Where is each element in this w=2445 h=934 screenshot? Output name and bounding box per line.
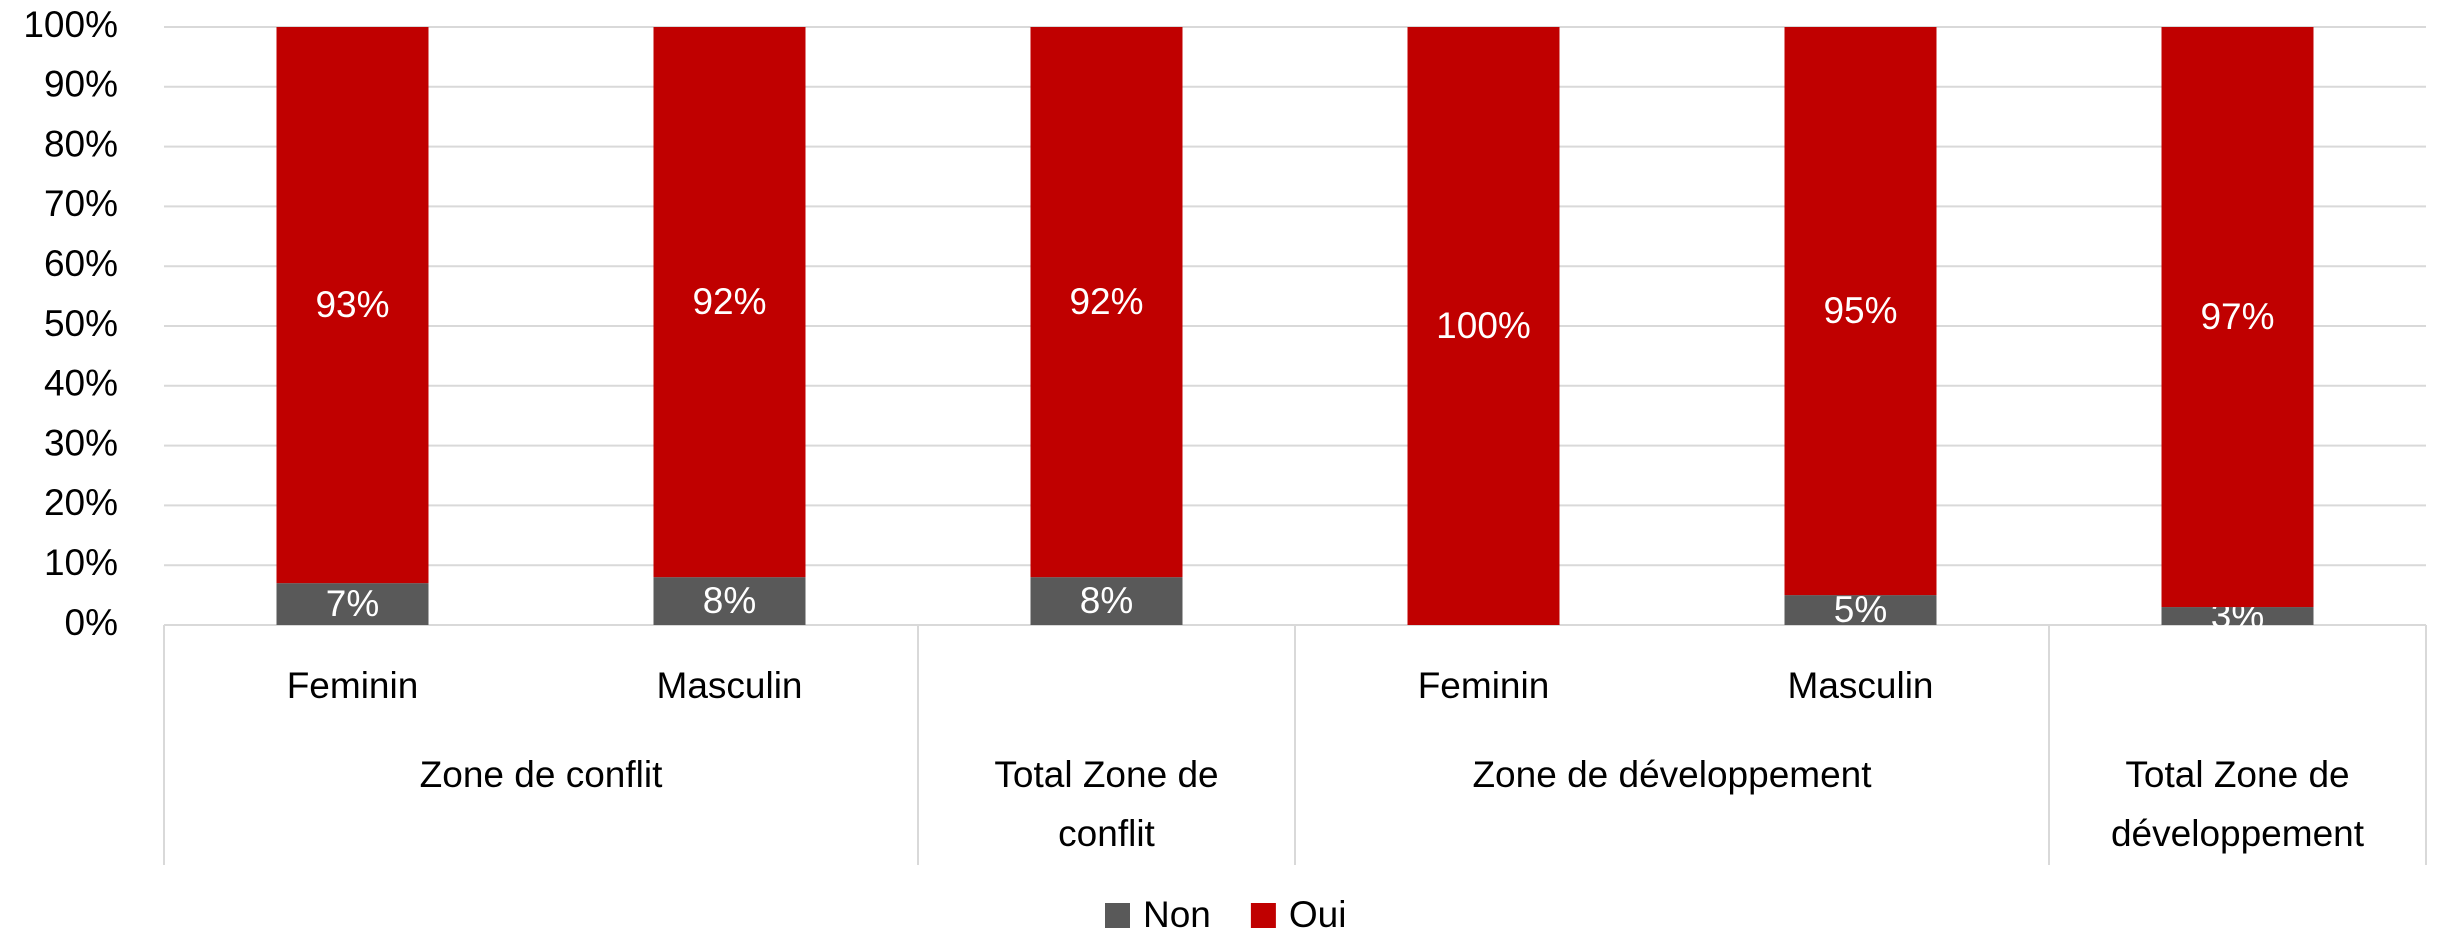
data-label: 5% [1834,589,1887,630]
data-label: 92% [692,281,766,322]
y-tick-label: 90% [44,64,118,105]
y-tick-label: 70% [44,183,118,224]
data-label: 8% [1080,580,1133,621]
group-label: Total Zone de conflit [994,754,1218,854]
y-tick-label: 0% [65,602,118,643]
group-label: Zone de développement [1472,754,1872,795]
y-tick-label: 80% [44,123,118,164]
bar-segment [1030,27,1183,578]
y-tick-label: 50% [44,303,118,344]
bar-segment [276,583,429,625]
bar-segment [276,27,429,584]
y-tick-label: 10% [44,542,118,583]
bar-segment [653,577,806,625]
data-label: 100% [1436,305,1531,346]
data-label: 8% [703,580,756,621]
y-tick-label: 100% [23,4,118,45]
category-label: Feminin [1418,665,1550,706]
legend-label: Non [1143,894,1211,934]
bar-segment [1407,27,1560,625]
y-tick-label: 20% [44,482,118,523]
bar-segment [2161,27,2314,608]
data-label: 7% [326,583,379,624]
legend-swatch [1105,903,1130,928]
data-label: 92% [1069,281,1143,322]
y-tick-label: 60% [44,243,118,284]
bar-segment [1030,577,1183,625]
legend-label: Oui [1289,894,1347,934]
group-label: Zone de conflit [420,754,663,795]
bar-segment [2161,607,2314,625]
category-label: Feminin [287,665,419,706]
bar-segment [653,27,806,578]
data-label: 97% [2200,296,2274,337]
category-label: Masculin [1788,665,1934,706]
category-label: Masculin [657,665,803,706]
legend-swatch [1250,903,1276,928]
group-label: Total Zone de développement [2111,754,2365,854]
y-tick-label: 30% [44,422,118,463]
bar-segment [1784,27,1937,596]
data-label: 93% [315,284,389,325]
data-label: 95% [1823,290,1897,331]
y-tick-label: 40% [44,363,118,404]
bar-segment [1784,595,1937,625]
